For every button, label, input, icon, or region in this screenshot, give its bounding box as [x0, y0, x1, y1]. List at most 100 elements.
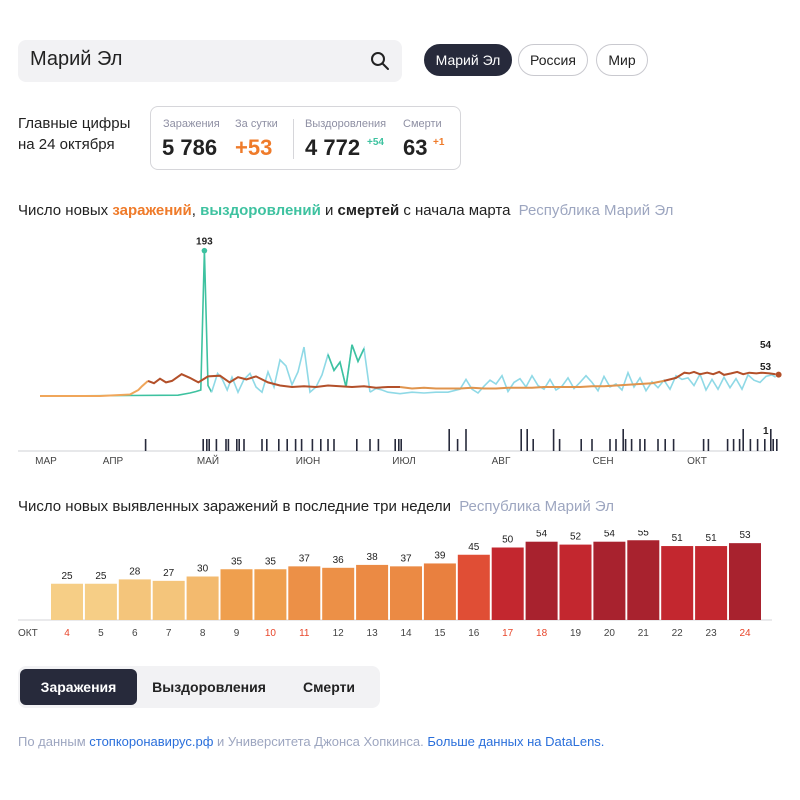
- bar: [491, 547, 524, 620]
- bar-value-label: 50: [502, 535, 514, 546]
- bar-value-label: 37: [299, 553, 311, 564]
- recoveries-line-june: [327, 344, 365, 388]
- main-figures-title: Главные цифры: [18, 115, 131, 132]
- main-figures-date: на 24 октября: [18, 136, 115, 153]
- bar-value-label: 54: [604, 530, 616, 540]
- daily-label: За сутки: [235, 118, 278, 130]
- bar-value-label: 37: [400, 553, 412, 564]
- bar-value-label: 25: [95, 571, 107, 582]
- trend-title-sep1: ,: [191, 202, 201, 219]
- source-prefix: По данным: [18, 734, 90, 749]
- bar: [51, 583, 83, 620]
- bar-day-label: 4: [64, 628, 70, 639]
- bar: [559, 544, 592, 620]
- trend-title-deaths: смертей: [337, 202, 400, 219]
- bar: [356, 564, 389, 620]
- infections-end-label: 53: [760, 362, 772, 373]
- bar-value-label: 51: [706, 533, 718, 544]
- metric-tabs: Заражения Выздоровления Смерти: [18, 666, 380, 708]
- bar-value-label: 54: [536, 530, 548, 540]
- region-tab-mari-el[interactable]: Марий Эл: [424, 44, 512, 76]
- bar: [118, 579, 151, 620]
- recoveries-line-peak: [39, 250, 213, 397]
- bar-day-label: 18: [536, 628, 548, 639]
- bar-day-label: 5: [98, 628, 104, 639]
- source-link-stopcoronavirus[interactable]: стопкоронавирус.рф: [89, 734, 214, 749]
- recoveries-value: 4 772: [305, 135, 361, 160]
- infections-value: 5 786: [162, 135, 218, 160]
- bar-day-label: 20: [604, 628, 616, 639]
- bar-day-label: 7: [166, 628, 172, 639]
- bar: [288, 566, 321, 620]
- bar-day-label: 23: [706, 628, 718, 639]
- recoveries-label: Выздоровления: [305, 118, 387, 130]
- bar-day-label: 17: [502, 628, 514, 639]
- bar-day-label: 16: [468, 628, 480, 639]
- deaths-delta: +1: [433, 137, 445, 148]
- bar: [695, 546, 728, 620]
- month-tick-label: МАР: [35, 456, 57, 467]
- trend-title-infections: заражений: [112, 202, 192, 219]
- bar-value-label: 53: [739, 530, 751, 541]
- bar-value-label: 30: [197, 564, 209, 575]
- source-middle: и Университета Джонса Хопкинса.: [213, 734, 428, 749]
- bar-day-label: 13: [367, 628, 379, 639]
- infections-end-dot: [775, 371, 782, 378]
- bar: [390, 566, 422, 620]
- trend-title-recoveries: выздоровлений: [200, 202, 321, 219]
- search-input[interactable]: Марий Эл: [30, 48, 123, 70]
- bar-value-label: 25: [61, 571, 73, 582]
- bar: [152, 580, 185, 620]
- trend-title-part1: Число новых: [18, 202, 113, 219]
- bar-day-label: 10: [265, 628, 277, 639]
- trend-title-sep2: и: [320, 202, 338, 219]
- bar: [254, 569, 287, 620]
- bar: [84, 583, 117, 620]
- month-tick-label: ИЮН: [296, 456, 321, 467]
- bar: [593, 541, 626, 620]
- bar: [457, 554, 490, 620]
- source-link-datalens[interactable]: Больше данных на DataLens.: [427, 734, 605, 749]
- bar-value-label: 36: [333, 555, 345, 566]
- infections-line-early: [40, 380, 149, 397]
- bar-day-label: 21: [638, 628, 650, 639]
- recoveries-line-late: [369, 370, 777, 395]
- month-tick-label: СЕН: [592, 456, 613, 467]
- card-divider: [293, 119, 294, 159]
- main-figures-label: Главные цифры на 24 октября: [18, 113, 130, 155]
- tab-recoveries[interactable]: Выздоровления: [152, 679, 266, 695]
- trend-title-region: Республика Марий Эл: [518, 202, 674, 219]
- bar-value-label: 27: [163, 568, 175, 579]
- bar: [423, 563, 456, 620]
- infections-line-summer: [399, 379, 665, 390]
- bars-chart: ОКТ 25 4 25 5 28 6 27 7 30 8 35 9 35 10 37 11 36 12 38 13 37 1…: [18, 530, 772, 639]
- month-tick-label: ОКТ: [687, 456, 707, 467]
- region-tab-russia[interactable]: Россия: [518, 44, 588, 76]
- trend-title: Число новых заражений, выздоровлений и с…: [18, 202, 673, 219]
- bar-value-label: 38: [367, 552, 379, 563]
- tab-deaths[interactable]: Смерти: [302, 679, 356, 695]
- source-line: По данным стопкоронавирус.рф и Университ…: [18, 734, 604, 749]
- recoveries-delta: +54: [367, 137, 384, 148]
- search-box[interactable]: Марий Эл: [18, 40, 402, 82]
- bar: [322, 567, 355, 620]
- bar: [186, 576, 219, 620]
- bar-value-label: 35: [231, 556, 243, 567]
- trend-title-part2: с начала марта: [399, 202, 511, 219]
- bar: [525, 541, 558, 620]
- bar-value-label: 52: [570, 532, 582, 543]
- bar-value-label: 55: [638, 530, 650, 538]
- region-tab-world[interactable]: Мир: [596, 44, 648, 76]
- bar-day-label: 15: [434, 628, 446, 639]
- deaths-end-label: 1: [763, 426, 769, 437]
- search-icon[interactable]: [370, 51, 390, 71]
- infections-line-mid: [147, 373, 400, 389]
- infections-label: Заражения: [163, 118, 220, 130]
- bar-value-label: 39: [434, 550, 446, 561]
- deaths-label: Смерти: [403, 118, 442, 130]
- tab-infections[interactable]: Заражения: [20, 669, 137, 705]
- month-tick-label: ИЮЛ: [392, 456, 415, 467]
- bar: [729, 543, 761, 620]
- bar-day-label: 9: [234, 628, 240, 639]
- daily-value: +53: [235, 135, 273, 160]
